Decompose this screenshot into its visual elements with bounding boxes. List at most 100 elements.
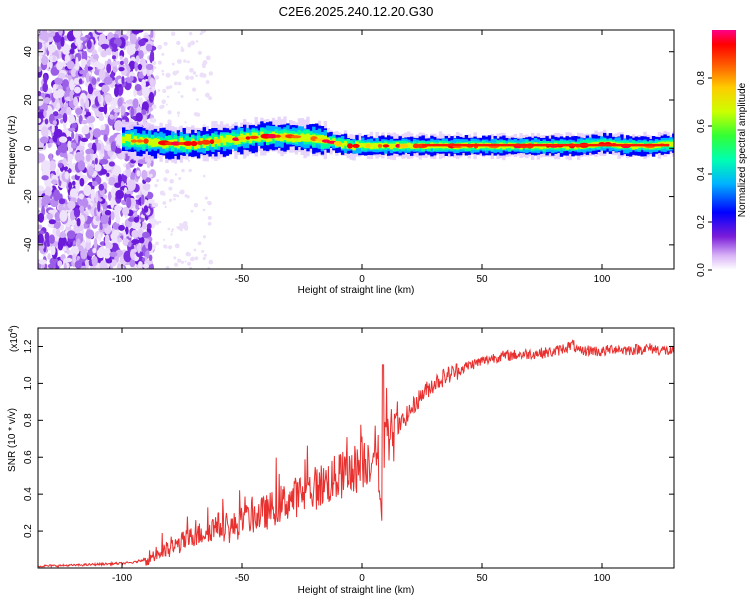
- heatmap-noise-cell: [154, 183, 158, 188]
- heatmap-noise-cell: [112, 55, 116, 60]
- heatmap-noise-cell: [62, 166, 68, 171]
- spectrogram-y-ticks: -40 -20 0 20 40: [23, 46, 674, 252]
- heatmap-noise-cell: [81, 125, 90, 135]
- heatmap-noise-cell: [180, 48, 185, 52]
- heatmap-noise-cell: [177, 59, 182, 64]
- heatmap-noise-cell: [189, 266, 193, 269]
- heatmap-ridge-cell: [179, 137, 183, 146]
- heatmap-noise-cell: [165, 169, 170, 174]
- heatmap-peak-cell: [280, 133, 288, 139]
- heatmap-ridge-cell: [300, 133, 304, 142]
- heatmap-noise-cell: [92, 128, 102, 138]
- snr-line-layer: [38, 339, 674, 568]
- heatmap-noise-cell: [131, 30, 141, 35]
- heatmap-noise-cell: [203, 253, 207, 257]
- heatmap-noise-cell: [60, 141, 68, 154]
- heatmap-peak-cell: [136, 139, 144, 143]
- heatmap-noise-cell: [140, 194, 145, 205]
- heatmap-noise-cell: [104, 234, 110, 246]
- colorbar-tick-label: 0.0: [696, 263, 707, 277]
- heatmap-ridge-cell: [153, 138, 158, 147]
- heatmap-noise-cell: [85, 98, 90, 110]
- heatmap-noise-cell: [38, 41, 43, 50]
- heatmap-noise-cell: [208, 259, 214, 265]
- heatmap-noise-cell: [129, 75, 134, 82]
- heatmap-noise-cell: [69, 79, 75, 91]
- heatmap-noise-cell: [202, 235, 207, 239]
- heatmap-noise-cell: [142, 263, 150, 269]
- heatmap-noise-cell: [114, 147, 122, 154]
- heatmap-noise-cell: [204, 92, 210, 98]
- heatmap-noise-cell: [180, 228, 183, 232]
- heatmap-noise-cell: [38, 185, 45, 192]
- heatmap-noise-cell: [183, 59, 187, 63]
- heatmap-noise-cell: [79, 177, 85, 187]
- heatmap-noise-cell: [162, 238, 166, 241]
- heatmap-noise-cell: [106, 172, 110, 177]
- heatmap-noise-cell: [103, 76, 113, 85]
- heatmap-noise-cell: [38, 96, 44, 106]
- heatmap-noise-cell: [117, 97, 123, 107]
- x-tick-label: -50: [235, 573, 250, 584]
- heatmap-noise-cell: [171, 31, 176, 36]
- spectrogram-x-ticks: -100 -50 0 50 100: [112, 30, 611, 285]
- heatmap-noise-cell: [130, 171, 135, 182]
- heatmap-ridge-cell: [669, 141, 673, 147]
- heatmap-noise-cell: [193, 203, 199, 208]
- svg-text:(x104): (x104): [8, 325, 20, 352]
- heatmap-noise-cell: [58, 136, 68, 143]
- heatmap-noise-cell: [66, 60, 75, 70]
- heatmap-noise-cell: [80, 98, 85, 108]
- spectrogram-heatmap: [38, 30, 674, 269]
- heatmap-noise-cell: [189, 67, 194, 73]
- heatmap-noise-cell: [128, 60, 136, 70]
- heatmap-noise-cell: [129, 33, 137, 45]
- heatmap-noise-cell: [167, 110, 172, 115]
- heatmap-noise-cell: [151, 87, 156, 92]
- heatmap-noise-cell: [177, 91, 180, 94]
- heatmap-noise-cell: [153, 66, 157, 70]
- heatmap-ridge-cell: [340, 142, 345, 149]
- heatmap-ridge-cell: [222, 137, 227, 146]
- heatmap-noise-cell: [165, 72, 171, 78]
- heatmap-noise-cell: [43, 109, 47, 118]
- heatmap-noise-cell: [195, 40, 199, 43]
- heatmap-noise-cell: [71, 131, 75, 140]
- heatmap-noise-cell: [137, 63, 143, 71]
- heatmap-noise-cell: [73, 86, 81, 94]
- heatmap-noise-cell: [184, 260, 187, 263]
- heatmap-noise-cell: [49, 61, 53, 69]
- heatmap-noise-cell: [205, 80, 210, 84]
- heatmap-noise-cell: [62, 79, 69, 88]
- heatmap-noise-cell: [118, 173, 122, 185]
- heatmap-noise-cell: [97, 200, 101, 212]
- heatmap-noise-cell: [75, 180, 80, 192]
- heatmap-noise-cell: [165, 246, 168, 249]
- heatmap-noise-cell: [184, 225, 189, 229]
- heatmap-noise-cell: [110, 197, 115, 209]
- heatmap-noise-cell: [196, 98, 199, 101]
- heatmap-noise-cell: [180, 260, 185, 264]
- heatmap-noise-cell: [168, 245, 173, 250]
- heatmap-noise-cell: [72, 180, 76, 186]
- heatmap-ridge-cell: [346, 139, 350, 148]
- heatmap-noise-cell: [53, 189, 61, 202]
- heatmap-noise-cell: [190, 256, 195, 262]
- heatmap-noise-cell: [78, 245, 84, 252]
- heatmap-noise-cell: [110, 115, 115, 120]
- heatmap-noise-cell: [59, 119, 64, 124]
- heatmap-noise-cell: [96, 142, 102, 151]
- heatmap-noise-cell: [55, 228, 61, 237]
- heatmap-noise-cell: [131, 229, 139, 239]
- snr-frame: [37, 327, 675, 569]
- heatmap-noise-cell: [88, 165, 94, 176]
- heatmap-noise-cell: [100, 124, 106, 131]
- heatmap-peak-cell: [232, 137, 240, 141]
- heatmap-noise-cell: [38, 230, 45, 235]
- y-tick-label: 0.8: [23, 413, 34, 427]
- heatmap-noise-cell: [180, 223, 184, 227]
- x-tick-label: -100: [112, 573, 132, 584]
- heatmap-noise-cell: [70, 220, 74, 226]
- heatmap-noise-cell: [134, 60, 139, 72]
- heatmap-noise-cell: [52, 111, 59, 117]
